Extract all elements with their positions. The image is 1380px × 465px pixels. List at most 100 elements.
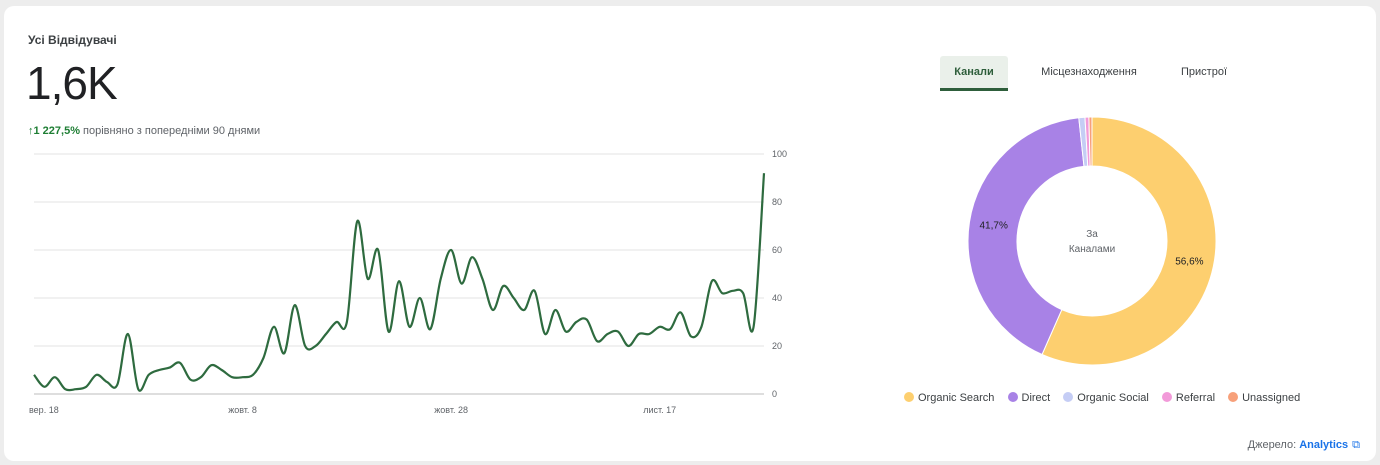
data-point[interactable]	[625, 343, 631, 349]
data-point[interactable]	[177, 360, 183, 366]
tab-location[interactable]: Місцезнаходження	[1041, 66, 1137, 78]
data-point[interactable]	[719, 290, 725, 296]
legend-dot	[1228, 392, 1239, 402]
data-point[interactable]	[375, 247, 381, 253]
legend-item-organic-social[interactable]: Organic Social	[1063, 392, 1149, 404]
data-point[interactable]	[532, 288, 538, 294]
data-point[interactable]	[406, 324, 412, 330]
legend-dot	[1007, 392, 1018, 402]
data-point[interactable]	[260, 355, 266, 361]
data-point[interactable]	[563, 329, 569, 335]
legend-label: Referral	[1175, 392, 1216, 404]
data-point[interactable]	[146, 372, 152, 378]
data-point[interactable]	[584, 317, 590, 323]
data-point[interactable]	[386, 329, 392, 335]
data-point[interactable]	[167, 365, 173, 371]
data-point[interactable]	[187, 377, 193, 383]
data-point[interactable]	[156, 367, 162, 373]
source-label: Джерело:	[1247, 439, 1297, 451]
data-point[interactable]	[219, 367, 225, 373]
legend-item-direct[interactable]: Direct	[1007, 392, 1050, 404]
data-point[interactable]	[646, 331, 652, 337]
data-point[interactable]	[292, 302, 298, 308]
data-point[interactable]	[62, 386, 68, 392]
data-point[interactable]	[229, 374, 235, 380]
data-point[interactable]	[667, 326, 673, 332]
data-point[interactable]	[521, 307, 527, 313]
data-point[interactable]	[469, 254, 475, 260]
data-point[interactable]	[281, 350, 287, 356]
data-point[interactable]	[427, 326, 433, 332]
legend-item-unassigned[interactable]: Unassigned	[1228, 392, 1300, 404]
data-point[interactable]	[344, 319, 350, 325]
slice-data-label: 41,7%	[979, 221, 1007, 232]
x-tick-label: жовт. 28	[434, 405, 468, 415]
data-point[interactable]	[500, 283, 506, 289]
data-point[interactable]	[83, 384, 89, 390]
y-tick-label: 40	[772, 293, 782, 303]
data-point[interactable]	[365, 276, 371, 282]
data-point[interactable]	[31, 372, 37, 378]
y-tick-label: 20	[772, 341, 782, 351]
data-point[interactable]	[740, 290, 746, 296]
donut-slice-unassigned[interactable]	[1088, 116, 1093, 167]
data-point[interactable]	[135, 386, 141, 392]
data-point[interactable]	[542, 331, 548, 337]
data-point[interactable]	[573, 319, 579, 325]
data-point[interactable]	[240, 374, 246, 380]
data-point[interactable]	[448, 247, 454, 253]
data-point[interactable]	[605, 331, 611, 337]
legend-label: Organic Search	[918, 392, 995, 404]
data-point[interactable]	[698, 324, 704, 330]
data-point[interactable]	[552, 307, 558, 313]
change-value: 1 227,5%	[33, 125, 80, 137]
x-tick-label: лист. 17	[643, 405, 676, 415]
legend-item-referral[interactable]: Referral	[1161, 392, 1216, 404]
data-point[interactable]	[730, 288, 736, 294]
data-point[interactable]	[52, 374, 58, 380]
data-point[interactable]	[459, 281, 465, 287]
y-tick-label: 60	[772, 245, 782, 255]
data-point[interactable]	[417, 295, 423, 301]
data-point[interactable]	[104, 379, 110, 385]
data-point[interactable]	[396, 278, 402, 284]
data-point[interactable]	[250, 372, 256, 378]
data-point[interactable]	[125, 331, 131, 337]
data-point[interactable]	[688, 333, 694, 339]
data-point[interactable]	[511, 295, 517, 301]
data-point[interactable]	[479, 276, 485, 282]
data-point[interactable]	[354, 218, 360, 224]
donut-slice-organic-search[interactable]	[1041, 116, 1217, 366]
data-point[interactable]	[73, 386, 79, 392]
data-point[interactable]	[438, 276, 444, 282]
data-point[interactable]	[271, 324, 277, 330]
tab-channels[interactable]: Канали	[940, 56, 1008, 91]
data-point[interactable]	[41, 384, 47, 390]
data-point[interactable]	[657, 324, 663, 330]
legend-item-organic-search[interactable]: Organic Search	[904, 392, 994, 404]
tab-devices[interactable]: Пристрої	[1181, 66, 1227, 78]
data-point[interactable]	[709, 278, 715, 284]
data-point[interactable]	[94, 372, 100, 378]
visitors-line-chart: 0 20 40 60 80 100 вер. 18 жовт. 8 жовт. 28 лист. …	[29, 149, 787, 415]
data-point[interactable]	[594, 338, 600, 344]
data-point[interactable]	[198, 374, 204, 380]
data-point[interactable]	[678, 309, 684, 315]
donut-slice-direct[interactable]	[967, 117, 1085, 356]
legend-dot	[904, 392, 914, 402]
data-point[interactable]	[208, 362, 214, 368]
y-tick-label: 0	[772, 389, 777, 399]
data-point[interactable]	[761, 170, 767, 176]
external-link-icon[interactable]: ⧉	[1352, 439, 1360, 451]
data-point[interactable]	[751, 324, 757, 330]
data-point[interactable]	[615, 329, 621, 335]
legend-label: Organic Social	[1077, 392, 1149, 404]
data-point[interactable]	[490, 307, 496, 313]
analytics-link[interactable]: Analytics	[1299, 439, 1349, 451]
data-point[interactable]	[313, 343, 319, 349]
data-point[interactable]	[333, 319, 339, 325]
data-point[interactable]	[636, 331, 642, 337]
data-point[interactable]	[114, 381, 120, 387]
data-point[interactable]	[323, 331, 329, 337]
data-point[interactable]	[302, 343, 308, 349]
